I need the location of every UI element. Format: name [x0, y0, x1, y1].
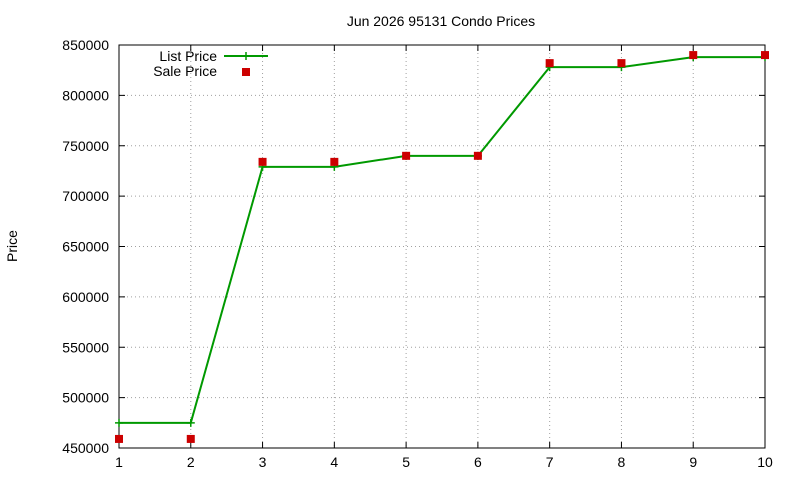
sale-price-point	[545, 59, 554, 68]
y-tick-label: 650000	[62, 239, 109, 255]
y-tick-label: 600000	[62, 289, 109, 305]
y-tick-label: 700000	[62, 188, 109, 204]
legend-swatch-marker-list-price	[242, 52, 250, 60]
axis-ticks: 1 2 3 4 5 6 7 8 9 10 450000 500000 550000 600000 65000…	[62, 37, 773, 470]
x-tick-label: 1	[115, 454, 123, 470]
y-axis-label: Price	[4, 230, 20, 262]
y-tick-label: 500000	[62, 390, 109, 406]
legend-label-list-price: List Price	[159, 48, 217, 64]
list-price-point	[115, 418, 123, 427]
x-tick-label: 5	[402, 454, 410, 470]
sale-price-point	[330, 157, 339, 166]
y-tick-label: 850000	[62, 37, 109, 53]
legend-label-sale-price: Sale Price	[153, 63, 217, 79]
sale-price-point	[761, 51, 769, 60]
y-tick-label: 750000	[62, 138, 109, 154]
sale-price-point	[258, 157, 267, 166]
sale-price-point	[689, 51, 698, 60]
sale-price-point	[617, 59, 626, 68]
legend-swatch-sale-price	[242, 68, 250, 76]
y-tick-label: 800000	[62, 87, 109, 103]
x-tick-label: 3	[259, 454, 267, 470]
sale-price-point	[115, 434, 123, 443]
x-tick-label: 10	[757, 454, 773, 470]
x-tick-label: 9	[689, 454, 697, 470]
series-line-list-price	[119, 56, 765, 424]
x-tick-label: 8	[618, 454, 626, 470]
x-tick-label: 6	[474, 454, 482, 470]
chart-title: Jun 2026 95131 Condo Prices	[347, 13, 535, 29]
sale-price-point	[186, 434, 195, 443]
y-tick-label: 550000	[62, 339, 109, 355]
list-price-point	[186, 418, 195, 427]
x-tick-label: 7	[546, 454, 554, 470]
series-layer	[115, 51, 769, 443]
sale-price-point	[473, 151, 482, 160]
y-tick-label: 450000	[62, 440, 109, 456]
sale-price-point	[402, 151, 411, 160]
grid-lines	[119, 45, 765, 448]
x-tick-label: 4	[330, 454, 338, 470]
x-tick-label: 2	[187, 454, 195, 470]
